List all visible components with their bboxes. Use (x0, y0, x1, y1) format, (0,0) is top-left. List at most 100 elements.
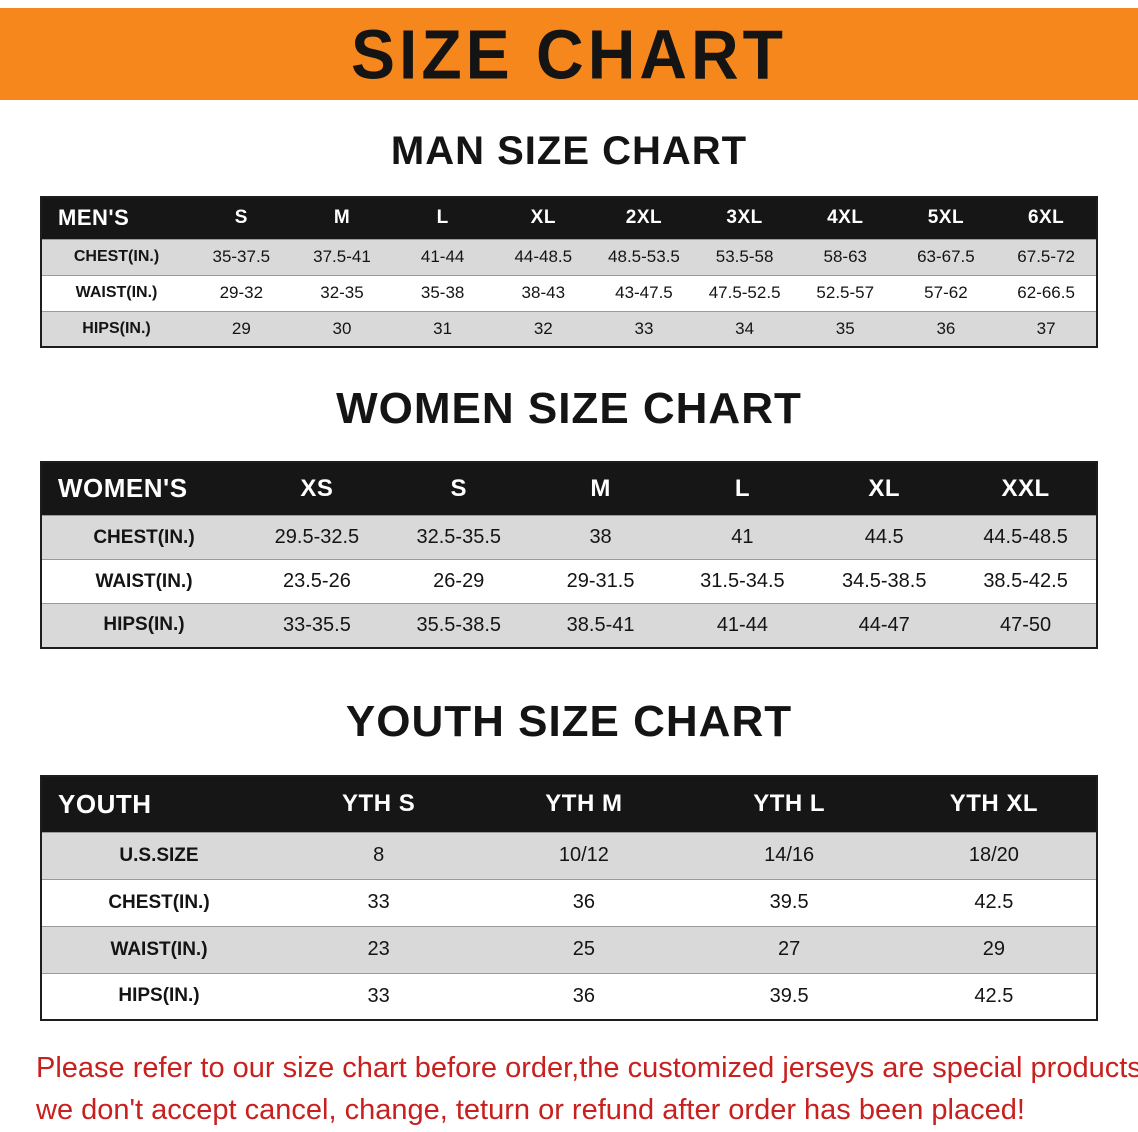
size-column-header: M (590, 474, 611, 502)
size-column-header: 5XL (927, 207, 965, 229)
size-value-cell: 23.5-26 (246, 559, 388, 604)
measurement-label: WAIST(IN.) (41, 925, 276, 974)
size-column-header: L (436, 207, 449, 229)
measurement-label: WAIST(IN.) (41, 274, 191, 311)
size-value-cell: 8 (276, 831, 482, 880)
women-table-body: CHEST(IN.) 29.5-32.5 32.5-35.5 38 41 44.5 44.5… (41, 515, 1097, 648)
size-value-cell: 18/20 (891, 831, 1097, 880)
size-column-header: YTH M (545, 790, 623, 818)
youth-header-row: YOUTH YTH S YTH M YTH L YTH XL (41, 776, 1097, 833)
men-table-row: CHEST(IN.) 35-37.5 37.5-41 41-44 44-48.5 48.5… (41, 238, 1097, 275)
note-line-2: we don't accept cancel, change, teturn o… (36, 1094, 1025, 1127)
youth-table-head: YOUTH YTH S YTH M YTH L YTH XL (41, 776, 1097, 833)
men-header-row: MEN'S S M L XL 2XL 3XL 4XL 5XL 6XL (41, 197, 1097, 239)
women-size-table-container: WOMEN'S XS S M L XL XXL CHEST(IN.) 29.5-32.5 32.5… (0, 460, 1138, 649)
youth-table-row: HIPS(IN.) 33 36 39.5 42.5 (41, 972, 1097, 1021)
size-value-cell: 44.5 (813, 515, 956, 560)
size-value-cell: 38-43 (492, 274, 594, 311)
measurement-label: HIPS(IN.) (41, 603, 246, 648)
size-value-cell: 38 (529, 515, 672, 560)
size-column-header: YTH S (342, 790, 416, 818)
size-value-cell: 43-47.5 (593, 274, 695, 311)
men-size-chart-section: MAN SIZE CHART MEN'S S M L XL 2XL 3XL 4XL 5XL 6XL… (0, 128, 1138, 348)
size-chart-banner: SIZE CHART (0, 8, 1138, 100)
size-value-cell: 27 (686, 925, 892, 974)
size-value-cell: 29 (191, 310, 292, 347)
size-value-cell: 41 (671, 515, 814, 560)
size-value-cell: 32.5-35.5 (387, 515, 530, 560)
size-value-cell: 30 (291, 310, 393, 347)
size-value-cell: 35.5-38.5 (387, 603, 530, 648)
size-value-cell: 29-32 (191, 274, 292, 311)
size-value-cell: 35-38 (392, 274, 493, 311)
size-value-cell: 67.5-72 (996, 238, 1097, 275)
size-value-cell: 44-47 (813, 603, 956, 648)
youth-table-row: U.S.SIZE 8 10/12 14/16 18/20 (41, 831, 1097, 880)
size-value-cell: 35-37.5 (191, 238, 292, 275)
size-column-header: XL (530, 207, 556, 229)
youth-size-table-container: YOUTH YTH S YTH M YTH L YTH XL U.S.SIZE 8 10/12… (0, 775, 1138, 1022)
women-table-title-cell: WOMEN'S (58, 473, 188, 504)
size-column-header: S (234, 207, 248, 229)
men-size-table: MEN'S S M L XL 2XL 3XL 4XL 5XL 6XL CHEST(IN.) 35-37… (40, 196, 1098, 348)
women-size-chart-section: WOMEN SIZE CHART WOMEN'S XS S M L XL XXL CHEST(… (0, 384, 1138, 649)
size-value-cell: 29-31.5 (529, 559, 672, 604)
size-value-cell: 38.5-41 (529, 603, 672, 648)
size-value-cell: 39.5 (686, 878, 892, 927)
size-value-cell: 23 (276, 925, 482, 974)
banner-title: SIZE CHART (351, 14, 787, 94)
measurement-label: HIPS(IN.) (41, 972, 276, 1021)
size-value-cell: 58-63 (794, 238, 896, 275)
men-table-row: WAIST(IN.) 29-32 32-35 35-38 38-43 43-47.5 47.… (41, 274, 1097, 311)
women-table-row: WAIST(IN.) 23.5-26 26-29 29-31.5 31.5-34.5 34… (41, 559, 1097, 604)
women-header-row: WOMEN'S XS S M L XL XXL (41, 461, 1097, 516)
size-value-cell: 57-62 (895, 274, 997, 311)
size-column-header: 3XL (726, 207, 763, 229)
size-value-cell: 26-29 (387, 559, 530, 604)
size-value-cell: 36 (481, 972, 687, 1021)
women-table-row: HIPS(IN.) 33-35.5 35.5-38.5 38.5-41 41-44 44-… (41, 603, 1097, 648)
size-column-header: YTH XL (949, 790, 1039, 818)
size-value-cell: 35 (794, 310, 896, 347)
size-value-cell: 52.5-57 (794, 274, 896, 311)
size-value-cell: 42.5 (891, 878, 1097, 927)
size-value-cell: 14/16 (686, 831, 892, 880)
women-size-table: WOMEN'S XS S M L XL XXL CHEST(IN.) 29.5-32.5 32.5… (40, 460, 1098, 649)
size-value-cell: 31.5-34.5 (671, 559, 814, 604)
size-value-cell: 10/12 (481, 831, 687, 880)
youth-size-table: YOUTH YTH S YTH M YTH L YTH XL U.S.SIZE 8 10/12… (40, 775, 1098, 1022)
men-size-chart-heading: MAN SIZE CHART (390, 129, 748, 173)
size-value-cell: 63-67.5 (895, 238, 997, 275)
note-line-1: Please refer to our size chart before or… (36, 1052, 1138, 1085)
size-value-cell: 62-66.5 (996, 274, 1097, 311)
size-column-header: XL (868, 474, 901, 502)
size-value-cell: 31 (392, 310, 493, 347)
measurement-label: CHEST(IN.) (41, 878, 276, 927)
size-value-cell: 37 (996, 310, 1097, 347)
size-value-cell: 29 (891, 925, 1097, 974)
men-table-head: MEN'S S M L XL 2XL 3XL 4XL 5XL 6XL (41, 197, 1097, 239)
size-value-cell: 32-35 (291, 274, 393, 311)
size-value-cell: 39.5 (686, 972, 892, 1021)
measurement-label: U.S.SIZE (41, 831, 276, 880)
size-column-header: S (450, 474, 467, 502)
size-value-cell: 47-50 (955, 603, 1097, 648)
men-size-table-container: MEN'S S M L XL 2XL 3XL 4XL 5XL 6XL CHEST(IN.) 35-37… (0, 196, 1138, 348)
size-value-cell: 53.5-58 (694, 238, 795, 275)
size-column-header: XXL (1001, 474, 1050, 502)
men-table-title-cell: MEN'S (58, 205, 130, 231)
youth-table-title-cell: YOUTH (58, 788, 152, 819)
size-value-cell: 47.5-52.5 (694, 274, 795, 311)
youth-table-row: WAIST(IN.) 23 25 27 29 (41, 925, 1097, 974)
measurement-label: CHEST(IN.) (41, 238, 191, 275)
size-value-cell: 33-35.5 (246, 603, 388, 648)
women-table-head: WOMEN'S XS S M L XL XXL (41, 461, 1097, 516)
size-value-cell: 33 (593, 310, 695, 347)
size-value-cell: 29.5-32.5 (246, 515, 388, 560)
size-value-cell: 44.5-48.5 (955, 515, 1097, 560)
youth-size-chart-section: YOUTH SIZE CHART YOUTH YTH S YTH M YTH L YTH… (0, 697, 1138, 1022)
men-table-body: CHEST(IN.) 35-37.5 37.5-41 41-44 44-48.5 48.5… (41, 238, 1097, 347)
youth-table-body: U.S.SIZE 8 10/12 14/16 18/20 CHEST(IN.) 33 36 39… (41, 831, 1097, 1021)
size-value-cell: 37.5-41 (291, 238, 393, 275)
